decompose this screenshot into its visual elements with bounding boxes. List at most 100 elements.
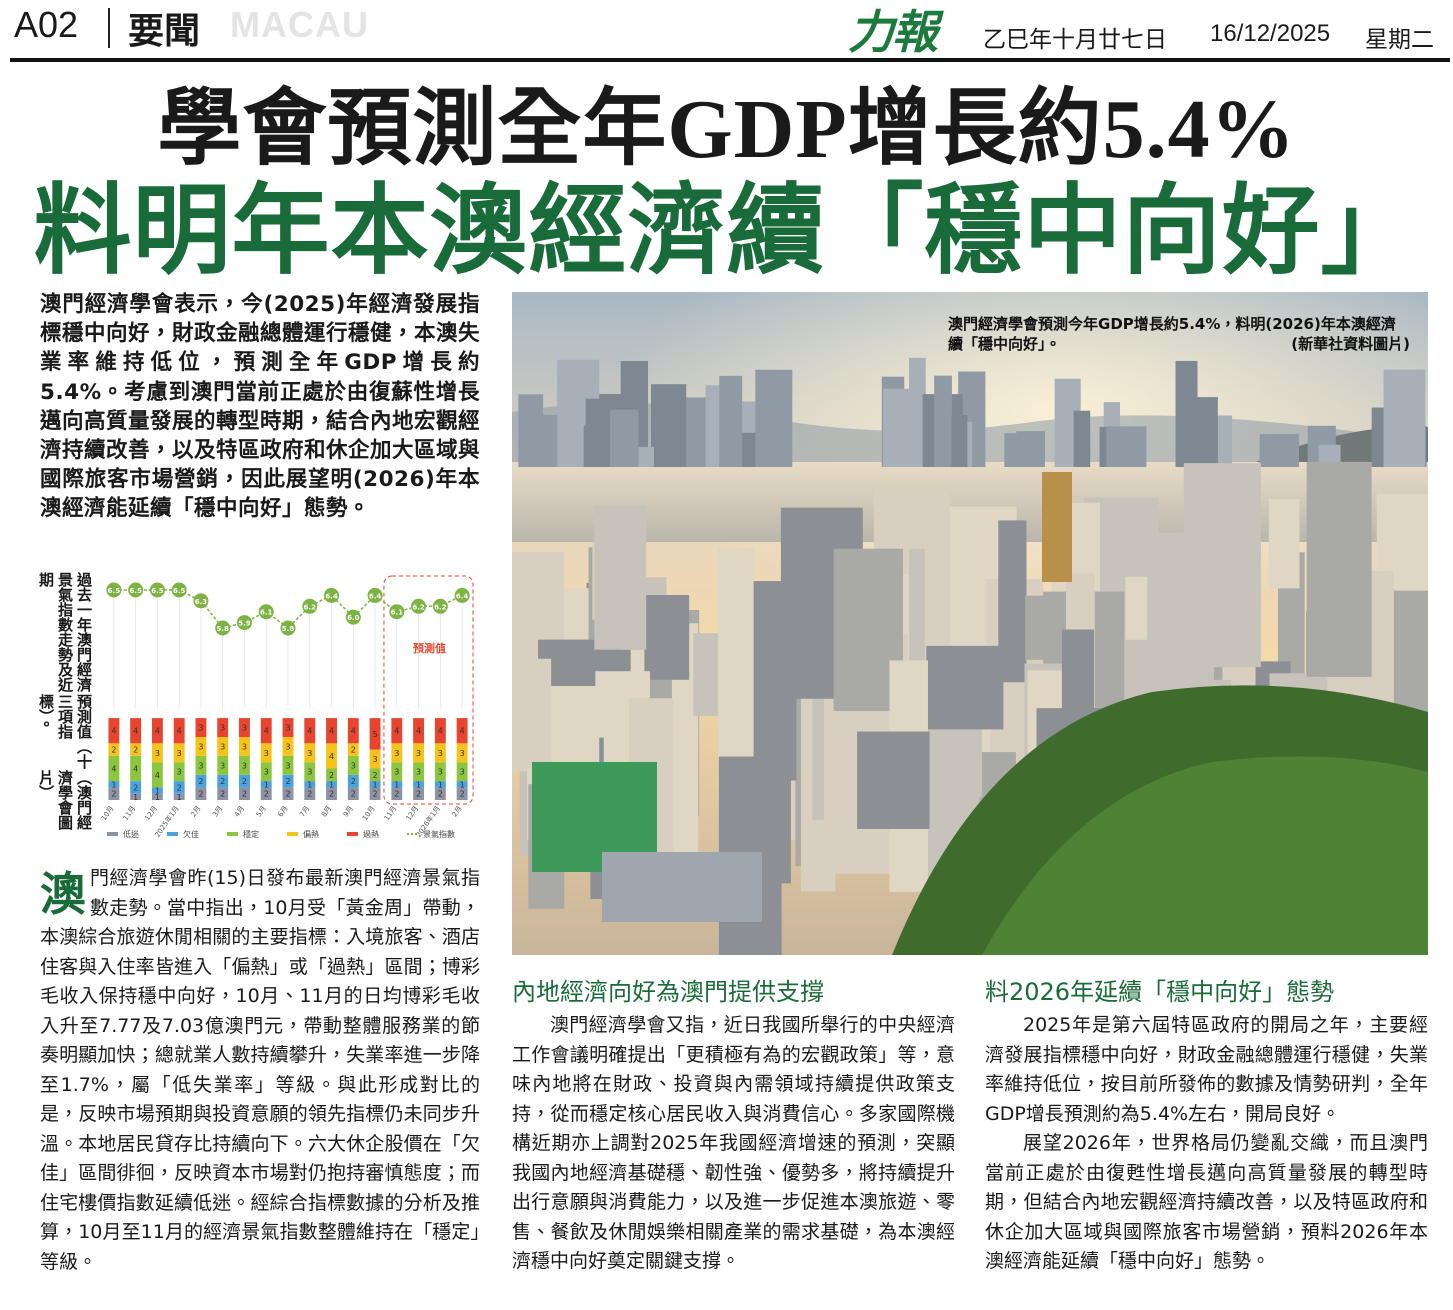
bar-segment xyxy=(347,718,359,744)
bar-segment xyxy=(413,718,425,744)
segment-label: 4 xyxy=(111,727,116,736)
value-label: 6.5 xyxy=(129,587,142,595)
bar-segment xyxy=(369,768,381,782)
body-text: 2025年是第六屆特區政府的開局之年，主要經濟發展指標穩中向好，財政金融總體運行… xyxy=(985,1014,1428,1125)
building xyxy=(1268,498,1300,589)
photo-caption: 澳門經濟學會預測今年GDP增長約5.4%，料明(2026)年本澳經濟續「穩中向好… xyxy=(948,314,1410,354)
forecast-box xyxy=(383,575,474,805)
bar-segment xyxy=(326,768,337,782)
segment-label: 5 xyxy=(373,730,378,739)
segment-label: 3 xyxy=(285,742,290,751)
bar-segment xyxy=(369,749,381,769)
segment-label: 4 xyxy=(307,727,312,736)
segment-label: 3 xyxy=(416,768,421,777)
bar-segment xyxy=(456,718,468,744)
bar-segment xyxy=(434,718,446,744)
headline: 學會預測全年GDP增長約5.4% xyxy=(157,83,1296,176)
figure-caption: 過去一年澳門經濟景氣指數走勢及近期 預測值（十三項指標）。 （澳門經濟學會圖片） xyxy=(36,572,93,842)
caption-line: 過去一年澳門經濟景氣指數走勢及近期 xyxy=(37,572,93,692)
bar-segment xyxy=(434,781,446,788)
x-tick-label: 12月 xyxy=(143,805,159,823)
bar-segment xyxy=(347,774,359,788)
segment-label: 2 xyxy=(198,790,203,799)
article-section: 內地經濟向好為澳門提供支撐 澳門經濟學會又指，近日我國所舉行的中央經濟工作會議明… xyxy=(512,977,955,1277)
bar-segment xyxy=(434,743,446,763)
segment-label: 3 xyxy=(177,749,182,758)
legend-label: 過熱 xyxy=(363,829,379,839)
body-text: 門經濟學會昨(15)日發布最新澳門經濟景氣指數走勢。當中指出，10月受「黃金周」… xyxy=(40,867,480,1273)
value-label: 5.9 xyxy=(238,620,251,628)
bar-segment xyxy=(260,787,272,800)
bar-segment xyxy=(195,737,207,756)
segment-label: 2 xyxy=(242,790,247,799)
photo xyxy=(512,292,1428,955)
building xyxy=(857,731,930,829)
segment-label: 2 xyxy=(329,771,334,780)
bar-segment xyxy=(304,787,316,800)
x-tick-label: 12月 xyxy=(405,805,421,823)
caption-line: 預測值（十三項指標）。 xyxy=(37,694,93,770)
x-tick-label: 9月 xyxy=(342,805,355,819)
segment-label: 1 xyxy=(416,780,421,789)
index-point xyxy=(324,587,340,603)
index-point xyxy=(302,598,318,614)
bar-segment xyxy=(173,718,185,744)
x-tick-label: 2月 xyxy=(189,805,202,819)
segment-label: 2 xyxy=(242,777,247,786)
index-point xyxy=(345,609,361,625)
building xyxy=(651,384,687,467)
segment-label: 2 xyxy=(373,771,378,780)
bar-segment xyxy=(195,718,207,737)
segment-label: 1 xyxy=(133,793,138,802)
value-label: 6.0 xyxy=(347,614,360,622)
legend-swatch xyxy=(287,832,298,836)
bar-segment xyxy=(108,743,120,756)
building xyxy=(602,852,762,922)
bar-segment xyxy=(456,743,468,763)
x-tick-label: 10月 xyxy=(361,805,377,823)
index-point xyxy=(215,620,231,636)
bar-segment xyxy=(173,781,185,794)
article-section: 料2026年延續「穩中向好」態勢 2025年是第六屆特區政府的開局之年，主要經濟… xyxy=(985,977,1428,1277)
segment-label: 4 xyxy=(438,727,443,736)
segment-label: 3 xyxy=(242,761,247,770)
bar-segment xyxy=(413,787,425,800)
x-tick-label: 3月 xyxy=(211,805,224,819)
section-english: MACAU xyxy=(230,4,369,45)
x-tick-label: 11月 xyxy=(383,805,399,823)
segment-label: 3 xyxy=(460,749,465,758)
segment-label: 3 xyxy=(198,742,203,751)
building xyxy=(1259,433,1299,467)
bar-segment xyxy=(173,743,185,763)
bar-segment xyxy=(282,787,294,800)
bar-segment xyxy=(326,718,337,744)
bar-segment xyxy=(282,755,294,775)
segment-label: 2 xyxy=(351,777,356,786)
bar-segment xyxy=(391,781,403,788)
bar-segment xyxy=(217,755,229,775)
bar-segment xyxy=(304,743,316,763)
segment-label: 1 xyxy=(155,787,160,796)
bar-segment xyxy=(326,781,337,788)
bar-segment xyxy=(391,743,403,763)
bar-segment xyxy=(304,718,316,744)
bar-segment xyxy=(151,793,163,800)
value-label: 6.4 xyxy=(325,592,338,600)
building xyxy=(518,394,544,467)
bar-segment xyxy=(282,774,294,788)
segment-label: 2 xyxy=(416,790,421,799)
segment-label: 3 xyxy=(285,724,290,733)
bar-segment xyxy=(434,787,446,800)
segment-label: 3 xyxy=(438,749,443,758)
bar-segment xyxy=(456,787,468,800)
bar-segment xyxy=(282,718,294,737)
bar-segment xyxy=(217,774,229,788)
building xyxy=(909,357,926,467)
bar-segment xyxy=(347,743,359,756)
index-point xyxy=(389,604,405,620)
chart: 預測值 6.5 6.5 6.5 6.5 6.3 5.8 5.9 6.1 5.8 6.2 6.4 6.0 6… xyxy=(100,575,474,839)
legend-label: 穩定 xyxy=(243,829,259,839)
index-point xyxy=(106,582,122,598)
building xyxy=(585,398,601,467)
segment-label: 3 xyxy=(198,724,203,733)
